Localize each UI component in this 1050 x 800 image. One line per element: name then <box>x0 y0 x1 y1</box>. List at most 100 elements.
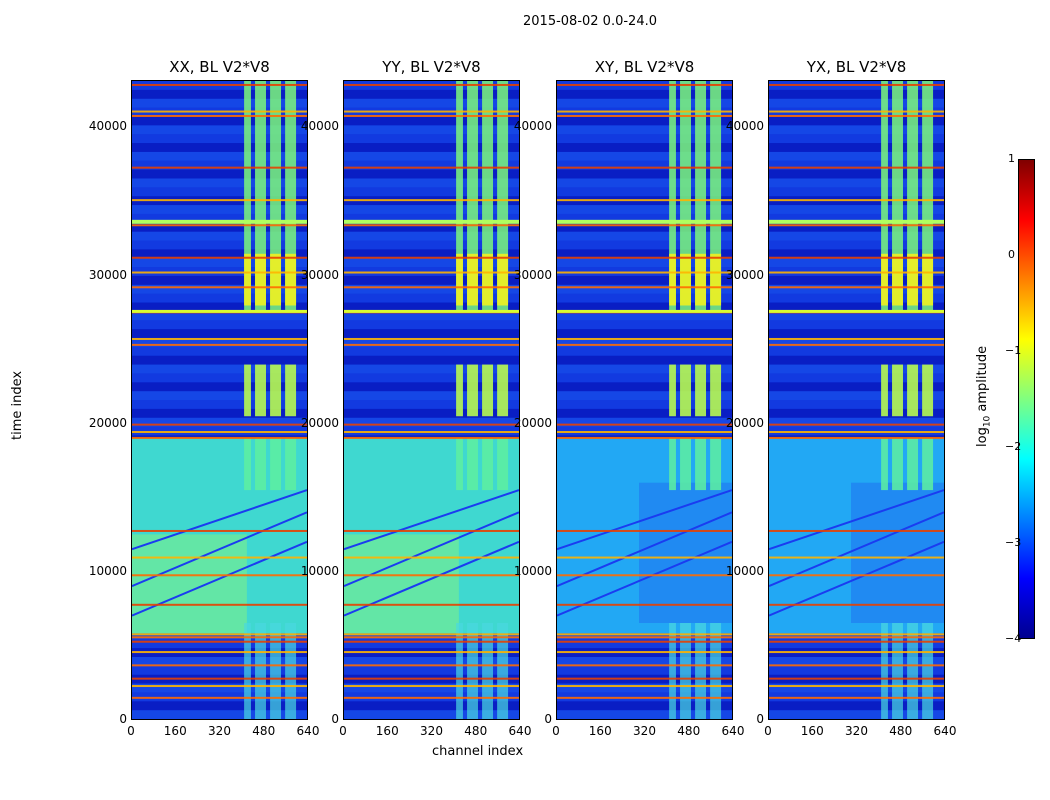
noise-row <box>557 320 732 330</box>
noise-row <box>344 311 519 321</box>
noise-row <box>557 151 732 161</box>
rfi-time-flag <box>557 574 732 577</box>
figure-title: 2015-08-02 0.0-24.0 <box>523 14 657 29</box>
noise-row <box>769 187 944 197</box>
noise-row <box>769 240 944 250</box>
y-tick-label: 40000 <box>88 119 127 134</box>
noise-row <box>132 205 307 214</box>
noise-row <box>557 311 732 321</box>
x-tick-label: 320 <box>845 724 868 738</box>
rfi-band-strong <box>922 253 934 306</box>
noise-row <box>769 160 944 170</box>
drift-arc <box>132 489 307 551</box>
rfi-band-strong <box>892 253 903 306</box>
rfi-time-flag <box>132 166 307 169</box>
noise-row <box>769 391 944 400</box>
noise-row <box>132 373 307 383</box>
drift-arc <box>344 489 519 551</box>
panel-title-xy: XY, BL V2*V8 <box>594 58 695 76</box>
rfi-band <box>497 81 509 313</box>
noise-row <box>132 222 307 232</box>
noise-row <box>769 231 944 241</box>
noise-row <box>557 639 732 649</box>
rfi-band <box>669 623 676 719</box>
rfi-band <box>497 364 509 417</box>
rfi-time-flag <box>344 423 519 426</box>
rfi-band <box>456 81 463 313</box>
noise-row <box>769 355 944 365</box>
noise-row <box>557 329 732 338</box>
noise-row <box>344 683 519 693</box>
rfi-time-flag <box>769 114 944 117</box>
rfi-time-flag <box>557 286 732 289</box>
rfi-time-flag <box>344 271 519 274</box>
rfi-time-flag <box>132 664 307 667</box>
y-tick-label: 10000 <box>88 563 127 578</box>
rfi-time-flag <box>132 603 307 606</box>
noise-row <box>132 346 307 356</box>
rfi-band <box>270 81 282 313</box>
noise-row <box>132 639 307 649</box>
noise-row <box>132 125 307 135</box>
noise-row <box>344 275 519 285</box>
rfi-time-flag <box>132 431 307 434</box>
noise-row <box>769 337 944 347</box>
noise-row <box>557 284 732 294</box>
rfi-band-strong <box>907 253 919 306</box>
rfi-time-flag <box>557 603 732 606</box>
rfi-time-flag <box>769 640 944 643</box>
rfi-time-flag <box>769 83 944 86</box>
rfi-time-flag <box>769 696 944 699</box>
noise-row <box>557 346 732 356</box>
noise-row <box>132 98 307 108</box>
rfi-time-flag <box>769 685 944 688</box>
rfi-time-flag <box>344 603 519 606</box>
rfi-band <box>669 81 676 313</box>
y-tick-label: 0 <box>331 712 339 726</box>
y-tick-label: 10000 <box>300 563 339 578</box>
noise-row <box>132 665 307 675</box>
heatmap-image <box>132 81 307 719</box>
rfi-band <box>710 364 722 417</box>
rfi-time-flag <box>132 271 307 274</box>
drift-arc <box>769 511 944 588</box>
noise-row <box>769 639 944 649</box>
noise-row <box>769 320 944 330</box>
y-tick-label: 30000 <box>513 267 552 282</box>
noise-row <box>557 391 732 400</box>
noise-row <box>344 160 519 170</box>
noise-row <box>769 426 944 436</box>
noise-row <box>132 426 307 436</box>
rfi-time-flag <box>557 199 732 202</box>
y-axis-label: time index <box>10 370 25 440</box>
noise-row <box>769 275 944 285</box>
rfi-time-flag <box>344 337 519 340</box>
rfi-band <box>482 623 494 719</box>
drift-arc <box>344 511 519 588</box>
rfi-time-flag <box>557 114 732 117</box>
noise-row <box>132 284 307 294</box>
rfi-time-flag <box>344 114 519 117</box>
rfi-time-flag <box>344 574 519 577</box>
noise-row <box>344 701 519 711</box>
rfi-time-flag <box>557 640 732 643</box>
noise-row <box>132 382 307 392</box>
noise-row <box>557 364 732 374</box>
noise-row <box>344 293 519 303</box>
rfi-time-flag <box>769 529 944 532</box>
x-tick-label: 480 <box>889 724 913 738</box>
heatmap-panel-xx <box>131 80 308 720</box>
noise-row <box>557 240 732 250</box>
rfi-band <box>497 438 509 491</box>
rfi-band <box>881 438 888 491</box>
rfi-band <box>244 438 251 491</box>
x-tick-label: 320 <box>420 724 443 738</box>
noise-row <box>769 213 944 223</box>
noise-row <box>557 222 732 232</box>
noise-row <box>557 125 732 135</box>
rfi-band-strong <box>482 253 494 306</box>
rfi-time-flag <box>769 603 944 606</box>
noise-row <box>344 89 519 99</box>
noise-row <box>769 665 944 675</box>
y-tick-label: 0 <box>544 712 552 726</box>
